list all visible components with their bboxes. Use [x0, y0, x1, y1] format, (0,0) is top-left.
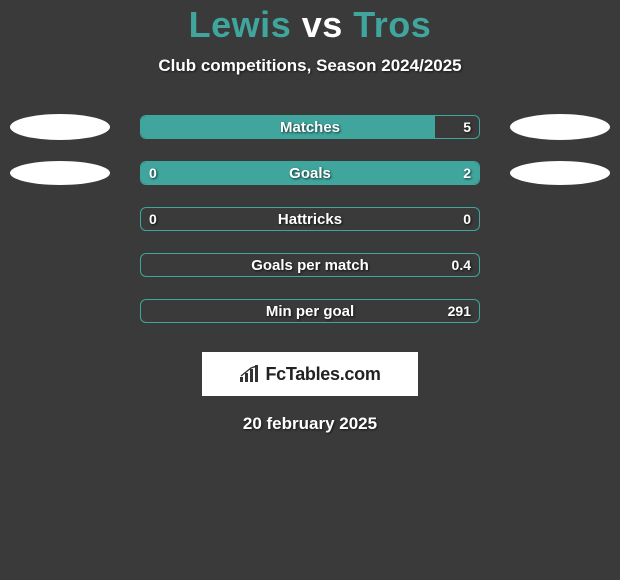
date-label: 20 february 2025 [0, 414, 620, 434]
stat-label: Hattricks [141, 208, 479, 230]
player2-marker [510, 114, 610, 140]
title: Lewis vs Tros [0, 4, 620, 46]
stat-label: Goals per match [141, 254, 479, 276]
stat-fill-left [141, 116, 435, 138]
stat-bar: 0.4Goals per match [140, 253, 480, 277]
stat-row: 02Goals [0, 150, 620, 196]
stat-value-left: 0 [141, 162, 165, 184]
player1-marker [10, 114, 110, 140]
stat-value-left [141, 116, 157, 138]
brand-text: FcTables.com [265, 364, 380, 385]
title-player2: Tros [353, 4, 431, 45]
stat-bar: 291Min per goal [140, 299, 480, 323]
stat-row: 5Matches [0, 104, 620, 150]
bar-chart-icon [239, 365, 261, 383]
stat-row: 291Min per goal [0, 288, 620, 334]
stat-value-right: 2 [455, 162, 479, 184]
stat-label: Min per goal [141, 300, 479, 322]
stat-value-right: 291 [440, 300, 479, 322]
infographic-container: Lewis vs Tros Club competitions, Season … [0, 0, 620, 434]
stat-value-left [141, 300, 157, 322]
stat-bar: 5Matches [140, 115, 480, 139]
stat-value-right: 5 [455, 116, 479, 138]
title-player1: Lewis [189, 4, 292, 45]
stat-value-left: 0 [141, 208, 165, 230]
stat-fill-right [202, 162, 479, 184]
stat-bar: 0 0Hattricks [140, 207, 480, 231]
stat-value-left [141, 254, 157, 276]
stat-value-right: 0.4 [444, 254, 479, 276]
player1-marker [10, 161, 110, 185]
stat-rows: 5Matches02Goals00Hattricks0.4Goals per m… [0, 104, 620, 334]
subtitle: Club competitions, Season 2024/2025 [0, 56, 620, 76]
title-vs: vs [302, 4, 343, 45]
brand-badge[interactable]: FcTables.com [202, 352, 418, 396]
stat-row: 0 0Hattricks [0, 196, 620, 242]
stat-value-right: 0 [455, 208, 479, 230]
stat-bar: 02Goals [140, 161, 480, 185]
player2-marker [510, 161, 610, 185]
stat-row: 0.4Goals per match [0, 242, 620, 288]
